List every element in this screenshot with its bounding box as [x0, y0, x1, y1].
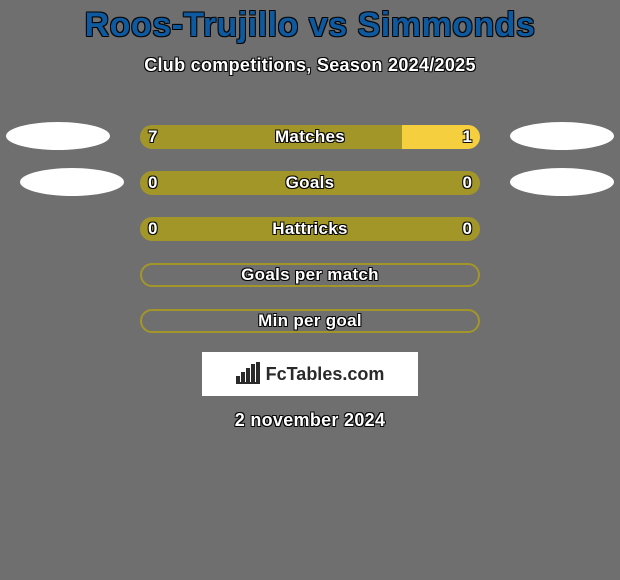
bar-chart-icon [236, 364, 260, 384]
stat-bar-right-fill [310, 171, 480, 195]
stat-value-left: 0 [148, 217, 157, 241]
page-title: Roos-Trujillo vs Simmonds [0, 0, 620, 45]
stat-row: Matches71 [0, 114, 620, 160]
stat-bar [140, 263, 480, 287]
stat-bar-left-fill [140, 125, 402, 149]
logo-text: FcTables.com [266, 364, 385, 385]
player-right-marker [510, 168, 614, 196]
player-left-marker [6, 122, 110, 150]
stat-bar [140, 309, 480, 333]
stat-value-right: 0 [463, 171, 472, 195]
stat-row: Goals00 [0, 160, 620, 206]
stat-row: Min per goal [0, 298, 620, 344]
stat-bar [140, 171, 480, 195]
subtitle: Club competitions, Season 2024/2025 [0, 55, 620, 76]
stat-value-right: 0 [463, 217, 472, 241]
stat-bar [140, 217, 480, 241]
infographic-root: Roos-Trujillo vs Simmonds Club competiti… [0, 0, 620, 580]
date-label: 2 november 2024 [0, 410, 620, 431]
logo-inner: FcTables.com [236, 364, 385, 385]
stat-row: Hattricks00 [0, 206, 620, 252]
stat-row: Goals per match [0, 252, 620, 298]
stat-bar-left-fill [140, 171, 310, 195]
stat-rows: Matches71Goals00Hattricks00Goals per mat… [0, 114, 620, 344]
player-right-marker [510, 122, 614, 150]
logo-badge: FcTables.com [202, 352, 418, 396]
stat-bar-left-fill [140, 217, 310, 241]
stat-bar-right-fill [310, 217, 480, 241]
stat-value-left: 7 [148, 125, 157, 149]
stat-value-right: 1 [463, 125, 472, 149]
player-left-marker [20, 168, 124, 196]
stat-value-left: 0 [148, 171, 157, 195]
stat-bar [140, 125, 480, 149]
